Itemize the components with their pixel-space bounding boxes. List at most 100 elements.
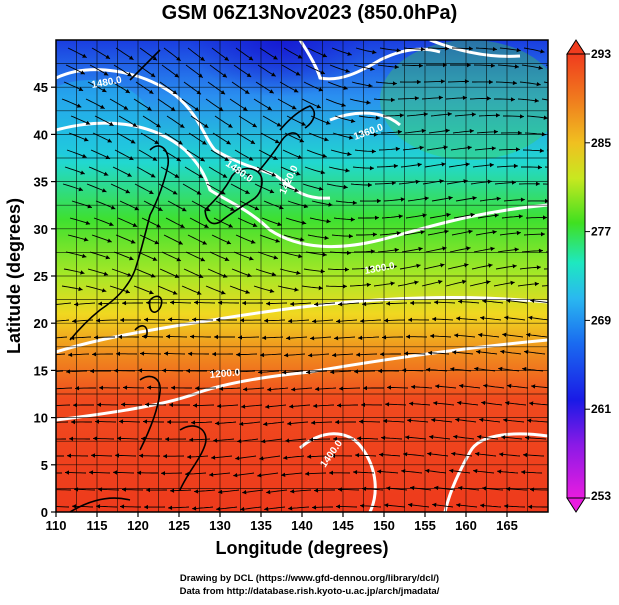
streamline-arrowhead xyxy=(510,280,515,286)
streamline-arrowhead xyxy=(145,402,150,407)
y-tick-label: 20 xyxy=(34,316,48,331)
streamline-arrowhead xyxy=(73,402,77,408)
streamline-arrowhead xyxy=(164,351,169,356)
streamline-arrowhead xyxy=(249,256,254,261)
x-tick-label: 145 xyxy=(332,518,354,533)
streamline-arrowhead xyxy=(449,468,454,474)
streamline-arrowhead xyxy=(172,90,178,95)
streamline-arrowhead xyxy=(188,351,193,356)
streamline-arrowhead xyxy=(561,267,565,271)
streamline-arrowhead xyxy=(334,336,339,341)
streamline-arrowhead xyxy=(487,96,491,101)
streamline-arrowhead xyxy=(144,504,148,510)
colorbar-bottom-arrow xyxy=(566,497,586,513)
x-tick-label: 165 xyxy=(496,518,518,533)
streamline-arrowhead xyxy=(312,505,317,510)
streamline-arrowhead xyxy=(332,352,337,358)
streamline-arrowhead xyxy=(496,113,500,118)
streamline-arrowhead xyxy=(269,189,275,194)
streamline-arrowhead xyxy=(458,299,463,304)
y-tick-label: 45 xyxy=(34,80,48,95)
streamline-arrowhead xyxy=(322,153,327,158)
streamline-arrowhead xyxy=(125,289,130,294)
streamline xyxy=(56,438,66,440)
streamline-arrowhead xyxy=(196,90,201,95)
streamline-arrowhead xyxy=(298,253,303,259)
y-tick-label: 5 xyxy=(41,458,48,473)
streamline-arrowhead xyxy=(283,455,288,460)
streamline-arrowhead xyxy=(490,246,495,251)
streamline-arrowhead xyxy=(392,81,397,86)
streamline-arrowhead xyxy=(267,387,272,392)
streamline-arrowhead xyxy=(514,247,519,252)
streamline-arrowhead xyxy=(147,385,152,390)
streamline-arrowhead xyxy=(293,88,299,93)
colorbar-tick-label: 253 xyxy=(591,489,611,503)
streamline-arrowhead xyxy=(192,506,197,511)
streamline-arrowhead xyxy=(187,454,192,460)
streamline-arrowhead xyxy=(518,214,523,219)
streamline-arrowhead xyxy=(200,257,205,262)
streamline-arrowhead xyxy=(152,256,158,261)
streamline-arrowhead xyxy=(470,212,475,218)
streamline xyxy=(56,302,72,305)
streamline-arrowhead xyxy=(383,418,388,424)
streamline-arrowhead xyxy=(419,145,424,150)
streamline-arrowhead xyxy=(345,267,349,272)
streamline-arrowhead xyxy=(248,156,254,161)
streamline-arrowhead xyxy=(179,123,185,128)
streamline-arrowhead xyxy=(535,181,540,186)
streamline-arrowhead xyxy=(559,283,563,287)
x-tick-label: 150 xyxy=(373,518,395,533)
streamline-arrowhead xyxy=(512,80,517,86)
streamline-arrowhead xyxy=(475,451,480,457)
streamline-arrowhead xyxy=(378,368,382,374)
y-tick-label: 10 xyxy=(34,411,48,426)
streamline-arrowhead xyxy=(396,48,401,53)
streamline-arrowhead xyxy=(358,335,363,340)
x-tick-label: 115 xyxy=(87,518,108,533)
streamline-arrowhead xyxy=(265,404,270,409)
streamline-arrowhead xyxy=(107,138,112,143)
streamline-arrowhead xyxy=(486,280,491,285)
streamline-arrowhead xyxy=(520,197,525,202)
streamline-arrowhead xyxy=(543,115,548,120)
streamline-arrowhead xyxy=(125,189,130,194)
streamline-arrowhead xyxy=(192,317,197,322)
streamline-arrowhead xyxy=(233,473,238,478)
streamline-arrowhead xyxy=(170,106,176,111)
streamline-arrowhead xyxy=(98,301,103,306)
streamline-arrowhead xyxy=(80,270,85,275)
streamline-arrowhead xyxy=(396,231,401,236)
streamline-arrowhead xyxy=(318,186,324,191)
streamline-arrowhead xyxy=(336,319,341,324)
streamline-arrowhead xyxy=(324,235,329,240)
streamline-arrowhead xyxy=(352,200,357,205)
streamline xyxy=(541,285,548,287)
streamline-arrowhead xyxy=(310,336,315,341)
streamline-arrowhead xyxy=(119,419,124,424)
streamline-arrowhead xyxy=(446,212,451,218)
streamline-arrowhead xyxy=(456,503,461,508)
colorbar-tick-label: 285 xyxy=(591,136,611,150)
streamline-arrowhead xyxy=(478,332,483,338)
streamline-arrowhead xyxy=(438,95,443,100)
streamline xyxy=(56,353,66,356)
streamline-arrowhead xyxy=(105,54,110,59)
y-tick-labels: 0 5 10 15 20 25 30 35 40 45 xyxy=(34,80,56,520)
credit-dcl: Drawing by DCL (https://www.gfd-dennou.o… xyxy=(179,573,440,584)
streamline-arrowhead xyxy=(416,79,421,85)
streamline-arrowhead xyxy=(85,120,91,125)
streamline-arrowhead xyxy=(194,489,199,494)
streamline-arrowhead xyxy=(130,239,136,244)
streamline-arrowhead xyxy=(411,384,416,390)
streamline-arrowhead xyxy=(347,51,352,56)
streamline-arrowhead xyxy=(83,137,89,142)
streamline-arrowhead xyxy=(409,401,414,406)
streamline-arrowhead xyxy=(345,168,350,173)
streamline-arrowhead xyxy=(242,106,248,111)
streamline-arrowhead xyxy=(527,418,532,423)
x-axis-label: Longitude (degrees) xyxy=(215,538,388,558)
streamline-arrowhead xyxy=(347,250,351,256)
streamline-arrowhead xyxy=(74,302,79,307)
